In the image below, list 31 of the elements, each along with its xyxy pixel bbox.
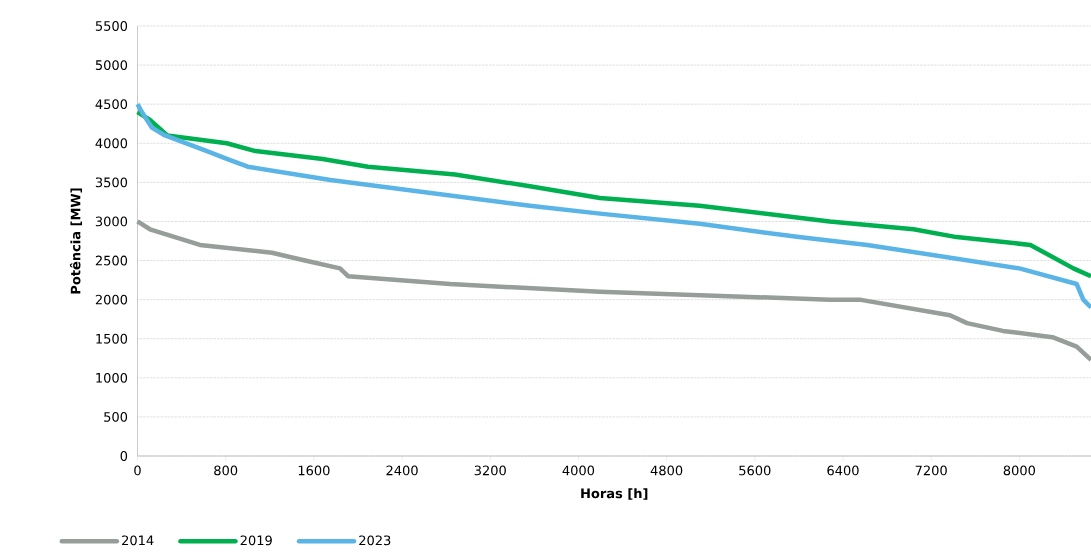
y-tick-label: 3500 xyxy=(95,177,128,188)
x-tick-label: 7200 xyxy=(915,465,947,476)
x-axis-title: Horas [h] xyxy=(581,488,648,500)
y-tick-label: 3000 xyxy=(95,216,128,227)
x-tick-label: 800 xyxy=(214,465,238,476)
y-tick-label: 500 xyxy=(104,411,128,422)
line-series xyxy=(135,219,1091,363)
x-tick-label: 0 xyxy=(134,465,141,476)
x-tick-label: 1600 xyxy=(298,465,330,476)
y-tick-label: 5500 xyxy=(95,21,128,31)
x-tick-label: 8000 xyxy=(1003,465,1036,476)
x-tick-label: 5600 xyxy=(739,465,771,476)
y-tick-label: 4500 xyxy=(95,99,128,110)
y-axis-title: Potência [MW] xyxy=(69,188,83,294)
x-tick-label: 4800 xyxy=(650,465,683,476)
y-tick-label: 5000 xyxy=(95,60,128,71)
y-tick-label: 2500 xyxy=(95,255,128,266)
line-series xyxy=(135,109,1091,279)
x-tick-label: 2400 xyxy=(386,465,418,476)
y-tick-label: 1000 xyxy=(96,372,128,383)
legend-label: 2019 xyxy=(240,535,272,546)
y-tick-label: 4000 xyxy=(95,138,128,149)
x-tick-label: 4000 xyxy=(562,465,595,476)
legend-label: 2023 xyxy=(359,535,391,546)
x-tick-label: 6400 xyxy=(827,465,859,476)
y-tick-label: 1500 xyxy=(96,333,128,344)
y-tick-label: 0 xyxy=(120,451,128,461)
legend-label: 2014 xyxy=(122,535,154,546)
y-tick-label: 2000 xyxy=(95,294,128,305)
x-tick-label: 3200 xyxy=(474,465,506,476)
line-series xyxy=(135,101,1091,310)
